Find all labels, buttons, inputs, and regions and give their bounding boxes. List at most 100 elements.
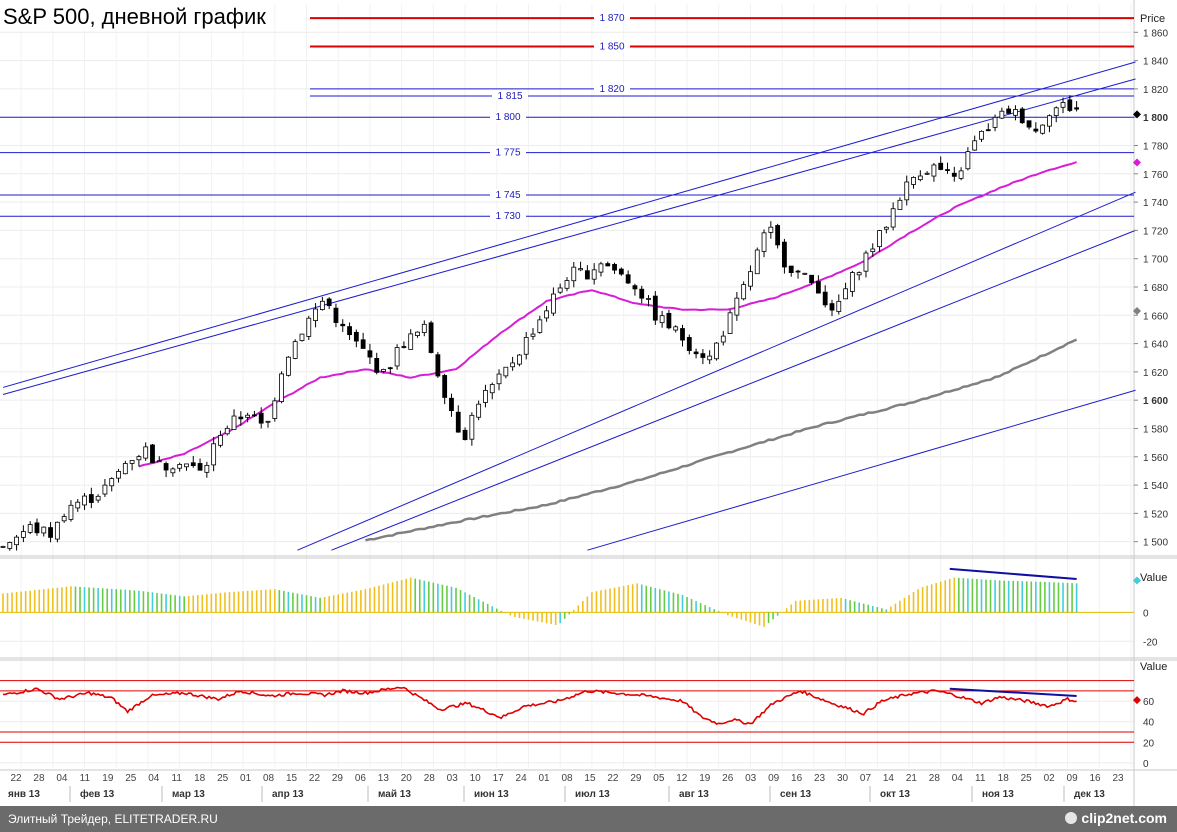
osc-bar [858, 602, 860, 613]
osc-bar [355, 590, 358, 613]
x-day-label: 22 [607, 773, 619, 784]
candle-body [788, 265, 794, 274]
osc-bar [224, 592, 226, 613]
x-day-label: 17 [493, 773, 505, 784]
osc-bar [446, 585, 448, 613]
level-label: 1 800 [495, 112, 520, 123]
osc-bar [174, 595, 176, 613]
price-marker [1133, 158, 1141, 167]
osc-bar [926, 585, 928, 613]
osc-bar [364, 589, 367, 613]
x-day-label: 19 [102, 773, 114, 784]
footer-logo[interactable]: clip2net.com [1065, 810, 1167, 826]
candle-body [1074, 107, 1080, 110]
candle-body [584, 270, 590, 280]
candle-body [20, 531, 26, 538]
candle-body [218, 435, 223, 446]
ma50-line [138, 161, 1077, 468]
osc-bar [695, 601, 697, 613]
candle-body [41, 526, 47, 534]
osc-bar [980, 579, 983, 613]
candle-body [367, 350, 373, 358]
osc-bar [29, 590, 31, 613]
osc-bar [518, 612, 521, 618]
price-tick-label: 1 500 [1143, 538, 1168, 549]
osc-bar [319, 597, 321, 613]
osc-bar [156, 592, 158, 613]
osc-bar [24, 591, 27, 613]
osc-bar [360, 590, 362, 613]
osc-bar [332, 595, 335, 613]
osc-bar [731, 612, 734, 617]
osc-bar [228, 592, 231, 613]
osc-bar [776, 612, 779, 616]
osc-bar [409, 577, 412, 613]
osc-bar [341, 593, 344, 613]
candle-body [510, 362, 516, 368]
level-label-bg [594, 12, 630, 24]
osc-bar [921, 587, 924, 613]
osc-bar [500, 610, 503, 613]
osc-bar [645, 585, 648, 613]
osc-bar [1048, 582, 1051, 613]
candle-body [890, 208, 896, 228]
osc-bar [912, 592, 915, 613]
candle-body [435, 354, 441, 377]
osc-bar [65, 586, 68, 613]
osc-bar [237, 591, 240, 613]
candle-body [537, 319, 543, 333]
candle-body [849, 272, 855, 292]
x-month-label: дек 13 [1074, 789, 1105, 800]
x-day-label: 16 [791, 773, 803, 784]
osc-bar [835, 598, 838, 613]
x-day-label: 23 [814, 773, 826, 784]
osc-bar [994, 580, 996, 613]
candle-body [387, 367, 393, 370]
osc-bar [790, 604, 793, 613]
osc-bar [351, 591, 353, 613]
osc-bar [758, 612, 761, 626]
candle-body [856, 272, 862, 276]
osc-bar [464, 592, 466, 613]
trend-line [587, 389, 1136, 551]
trend-line [331, 229, 1136, 551]
x-day-label: 09 [1067, 773, 1079, 784]
candle-body [184, 463, 189, 468]
candle-body [27, 524, 33, 533]
osc-bar [881, 608, 883, 613]
candle-body [503, 366, 509, 377]
candle-body [659, 315, 665, 324]
rsi-axis-title: Value [1140, 661, 1167, 673]
osc-bar [699, 603, 702, 613]
osc-bar [274, 589, 276, 613]
candle-body [727, 312, 733, 334]
osc-bar [704, 605, 706, 613]
osc-bar [505, 612, 507, 614]
price-tick-label: 1 580 [1143, 424, 1168, 435]
candle-body [197, 463, 203, 471]
candle-body [639, 288, 645, 299]
candle-body [816, 281, 821, 294]
x-day-label: 01 [240, 773, 252, 784]
osc-bar [486, 603, 489, 613]
osc-bar [640, 584, 643, 613]
price-tick-label: 1 800 [1143, 113, 1168, 124]
level-label-bg [594, 82, 630, 94]
x-month-label: янв 13 [8, 789, 40, 800]
osc-bar [15, 592, 18, 613]
price-tick-label: 1 860 [1143, 28, 1168, 39]
candle-body [822, 291, 828, 306]
price-tick-label: 1 700 [1143, 255, 1168, 266]
candle-body [911, 177, 916, 185]
osc-bar [382, 584, 385, 613]
candle-body [917, 175, 923, 181]
price-tick-label: 1 720 [1143, 226, 1168, 237]
osc-bar [808, 599, 811, 613]
osc-bar [686, 596, 688, 613]
candle-body [965, 151, 971, 170]
osc-bar [971, 578, 974, 613]
osc-bar [767, 612, 770, 624]
osc-bar [618, 586, 620, 613]
osc-bar [831, 598, 833, 613]
osc-bar [1025, 581, 1028, 613]
